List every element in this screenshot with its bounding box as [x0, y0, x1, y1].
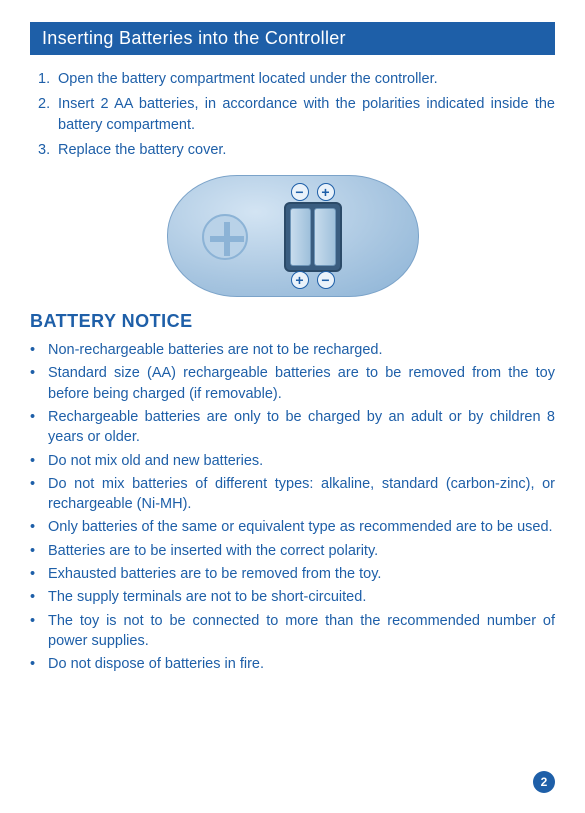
battery-notice-title: BATTERY NOTICE	[30, 311, 555, 332]
controller-diagram: − + + −	[30, 175, 555, 297]
notice-text: The toy is not to be connected to more t…	[48, 611, 555, 652]
list-item: •Do not mix batteries of different types…	[30, 474, 555, 515]
bullet-icon: •	[30, 474, 48, 515]
list-item: •Rechargeable batteries are only to be c…	[30, 407, 555, 448]
polarity-minus-icon: −	[317, 271, 335, 289]
section-title: Inserting Batteries into the Controller	[30, 22, 555, 55]
step-number: 1.	[38, 69, 58, 90]
list-item: •Standard size (AA) rechargeable batteri…	[30, 363, 555, 404]
polarity-minus-icon: −	[291, 183, 309, 201]
list-item: •Only batteries of the same or equivalen…	[30, 517, 555, 537]
step-item: 1. Open the battery compartment located …	[38, 69, 555, 90]
steps-list: 1. Open the battery compartment located …	[38, 69, 555, 161]
bullet-icon: •	[30, 340, 48, 360]
list-item: •Do not mix old and new batteries.	[30, 451, 555, 471]
battery-cell-icon	[314, 208, 336, 266]
page-number: 2	[533, 771, 555, 793]
list-item: •Batteries are to be inserted with the c…	[30, 541, 555, 561]
list-item: •The supply terminals are not to be shor…	[30, 587, 555, 607]
notice-text: Do not mix batteries of different types:…	[48, 474, 555, 515]
notice-text: Only batteries of the same or equivalent…	[48, 517, 555, 537]
step-item: 3. Replace the battery cover.	[38, 140, 555, 161]
bullet-icon: •	[30, 541, 48, 561]
bullet-icon: •	[30, 363, 48, 404]
polarity-plus-icon: +	[317, 183, 335, 201]
battery-notice-list: •Non-rechargeable batteries are not to b…	[30, 340, 555, 674]
step-text: Replace the battery cover.	[58, 140, 555, 161]
notice-text: Do not mix old and new batteries.	[48, 451, 555, 471]
bullet-icon: •	[30, 407, 48, 448]
step-text: Open the battery compartment located und…	[58, 69, 555, 90]
notice-text: Do not dispose of batteries in fire.	[48, 654, 555, 674]
notice-text: Standard size (AA) rechargeable batterie…	[48, 363, 555, 404]
bullet-icon: •	[30, 654, 48, 674]
notice-text: Non-rechargeable batteries are not to be…	[48, 340, 555, 360]
step-text: Insert 2 AA batteries, in accordance wit…	[58, 94, 555, 136]
dpad-icon	[202, 214, 248, 260]
notice-text: The supply terminals are not to be short…	[48, 587, 555, 607]
battery-cell-icon	[290, 208, 312, 266]
bullet-icon: •	[30, 611, 48, 652]
bullet-icon: •	[30, 587, 48, 607]
bullet-icon: •	[30, 517, 48, 537]
battery-compartment-icon	[284, 202, 342, 272]
step-item: 2. Insert 2 AA batteries, in accordance …	[38, 94, 555, 136]
notice-text: Exhausted batteries are to be removed fr…	[48, 564, 555, 584]
bullet-icon: •	[30, 451, 48, 471]
step-number: 2.	[38, 94, 58, 136]
list-item: •Non-rechargeable batteries are not to b…	[30, 340, 555, 360]
bullet-icon: •	[30, 564, 48, 584]
step-number: 3.	[38, 140, 58, 161]
list-item: •Do not dispose of batteries in fire.	[30, 654, 555, 674]
notice-text: Rechargeable batteries are only to be ch…	[48, 407, 555, 448]
list-item: •The toy is not to be connected to more …	[30, 611, 555, 652]
polarity-plus-icon: +	[291, 271, 309, 289]
list-item: •Exhausted batteries are to be removed f…	[30, 564, 555, 584]
notice-text: Batteries are to be inserted with the co…	[48, 541, 555, 561]
